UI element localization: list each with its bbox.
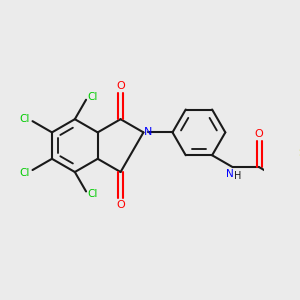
Text: N: N [226,169,234,179]
Text: Cl: Cl [20,168,30,178]
Text: S: S [298,148,300,158]
Text: Cl: Cl [20,113,30,124]
Text: O: O [116,81,125,91]
Text: Cl: Cl [87,92,98,102]
Text: O: O [116,200,125,211]
Text: O: O [255,129,263,139]
Text: Cl: Cl [87,189,98,199]
Text: H: H [234,171,242,181]
Text: N: N [144,128,152,137]
